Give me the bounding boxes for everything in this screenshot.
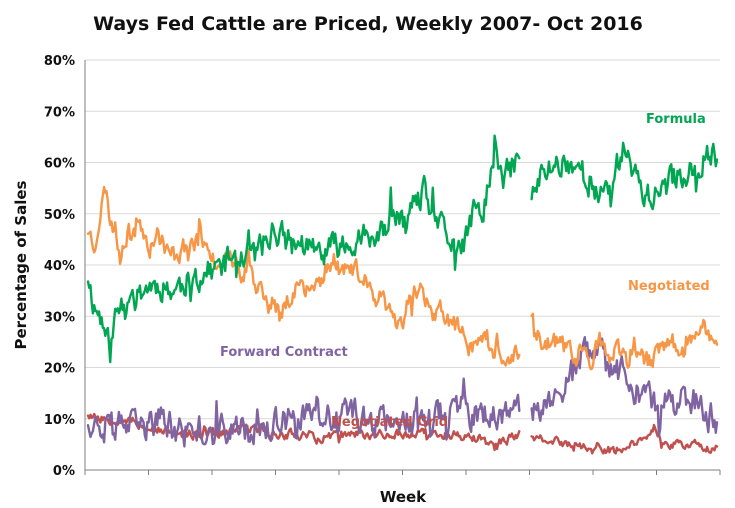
series-line-forward-contract <box>86 336 719 448</box>
label-forward-contract: Forward Contract <box>220 345 348 360</box>
label-negotiated-grid: Negotiated Grid <box>331 415 448 430</box>
plot-lines <box>86 134 719 455</box>
x-axis-label: Week <box>380 488 427 506</box>
y-tick-label: 30% <box>44 310 75 325</box>
series-line-formula <box>86 134 719 364</box>
y-tick-label: 20% <box>44 362 75 377</box>
grid <box>85 59 720 420</box>
y-tick-labels: 0% 10% 20% 30% 40% 50% 60% 70% 80% <box>44 54 75 479</box>
chart-title: Ways Fed Cattle are Priced, Weekly 2007-… <box>93 13 643 35</box>
y-tick-label: 40% <box>44 259 75 274</box>
label-negotiated: Negotiated <box>628 279 710 294</box>
y-axis-label: Percentage of Sales <box>12 180 30 349</box>
y-tick-label: 0% <box>53 464 75 479</box>
label-formula: Formula <box>646 112 706 127</box>
series-line-negotiated <box>86 185 719 371</box>
x-tick-marks <box>84 470 721 475</box>
y-tick-label: 50% <box>44 208 75 223</box>
y-tick-label: 70% <box>44 105 75 120</box>
y-tick-label: 60% <box>44 157 75 172</box>
y-tick-label: 80% <box>44 54 75 69</box>
y-tick-label: 10% <box>44 413 75 428</box>
